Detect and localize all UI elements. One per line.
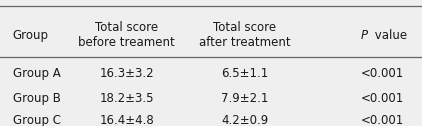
Text: P: P: [361, 29, 368, 42]
Text: value: value: [371, 29, 407, 42]
Text: 4.2±0.9: 4.2±0.9: [221, 114, 268, 126]
Text: 16.4±4.8: 16.4±4.8: [99, 114, 154, 126]
Text: 7.9±2.1: 7.9±2.1: [221, 92, 268, 105]
Text: Group A: Group A: [13, 67, 60, 80]
Text: <0.001: <0.001: [361, 67, 404, 80]
Text: Total score
before treament: Total score before treament: [78, 21, 175, 49]
Text: Group: Group: [13, 29, 49, 42]
Text: <0.001: <0.001: [361, 92, 404, 105]
Text: 6.5±1.1: 6.5±1.1: [221, 67, 268, 80]
Text: <0.001: <0.001: [361, 114, 404, 126]
Text: Total score
after treatment: Total score after treatment: [199, 21, 291, 49]
Text: 18.2±3.5: 18.2±3.5: [99, 92, 154, 105]
Text: 16.3±3.2: 16.3±3.2: [99, 67, 154, 80]
Text: Group B: Group B: [13, 92, 60, 105]
Text: Group C: Group C: [13, 114, 61, 126]
